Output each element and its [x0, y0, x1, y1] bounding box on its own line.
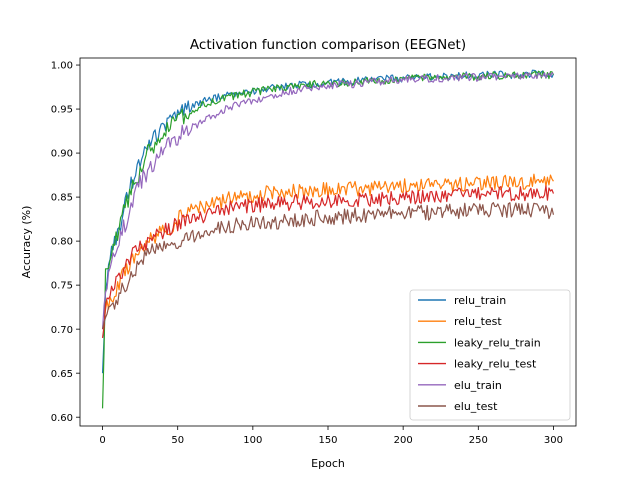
legend-label: leaky_relu_test: [454, 358, 537, 371]
legend-label: elu_train: [454, 379, 502, 392]
legend-label: relu_test: [454, 315, 502, 328]
legend-label: relu_train: [454, 294, 506, 307]
y-tick-label: 0.90: [51, 149, 73, 160]
y-tick-label: 0.85: [51, 193, 73, 204]
x-axis-ticks: 0 50 100 150 200 250 300: [99, 426, 563, 446]
x-tick-label: 150: [318, 435, 337, 446]
x-axis-label: Epoch: [311, 457, 345, 470]
x-tick-label: 200: [394, 435, 413, 446]
series-line-leaky-relu-test: [101, 185, 555, 339]
x-tick-label: 250: [469, 435, 488, 446]
y-tick-label: 0.80: [51, 237, 73, 248]
legend: relu_train relu_test leaky_relu_trainleaky…: [409, 289, 571, 421]
y-tick-label: 0.60: [51, 413, 73, 424]
x-tick-label: 50: [171, 435, 184, 446]
series-layer: [101, 69, 555, 409]
y-axis-ticks: 0.60 0.65 0.70 0.75 0.80 0.85 0.90 0.95 1.00: [51, 61, 80, 424]
series-line-leaky-relu-train: [101, 70, 554, 409]
chart-title: Activation function comparison (EEGNet): [190, 37, 466, 53]
y-tick-label: 1.00: [51, 61, 73, 72]
y-axis-label: Accuracy (%): [20, 206, 33, 279]
y-tick-label: 0.70: [51, 325, 73, 336]
y-tick-label: 0.95: [51, 105, 73, 116]
x-tick-label: 300: [544, 435, 563, 446]
x-tick-label: 0: [99, 435, 105, 446]
legend-label: elu_test: [454, 400, 498, 413]
series-line-elu-train: [101, 72, 554, 330]
legend-box: [409, 289, 571, 421]
y-tick-label: 0.75: [51, 281, 73, 292]
y-tick-label: 0.65: [51, 369, 73, 380]
series-line-elu-test: [101, 202, 555, 330]
x-tick-label: 100: [243, 435, 262, 446]
legend-label: leaky_relu_train: [454, 336, 541, 349]
